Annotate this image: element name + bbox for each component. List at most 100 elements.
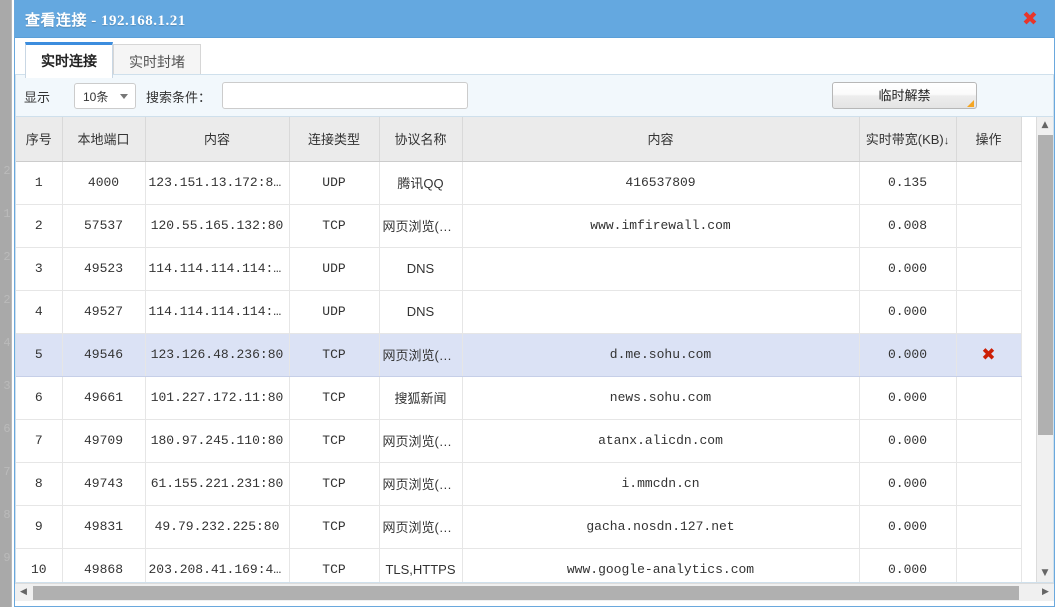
cell-protocol: DNS xyxy=(379,290,463,334)
column-header-conntype[interactable]: 连接类型 xyxy=(289,117,380,162)
table-row[interactable]: 10 49868 203.208.41.169:443 TCP TLS,HTTPS www… xyxy=(16,548,1022,582)
cell-action xyxy=(956,419,1022,463)
cell-seq: 8 xyxy=(16,462,63,506)
cell-content2: www.imfirewall.com xyxy=(462,204,860,248)
table-row[interactable]: 8 49743 61.155.221.231:80 TCP 网页浏览(H… i.mmcdn… xyxy=(16,462,1022,506)
cell-localport: 49661 xyxy=(62,376,146,420)
vertical-scrollbar[interactable]: ▲ ▼ xyxy=(1036,117,1053,582)
cell-action xyxy=(956,462,1022,506)
cell-content1: 114.114.114.114:53 xyxy=(145,290,290,334)
cell-conntype: UDP xyxy=(289,161,380,205)
cell-content1: 101.227.172.11:80 xyxy=(145,376,290,420)
page-size-value: 10条 xyxy=(83,90,109,104)
search-label: 搜索条件： xyxy=(146,90,212,105)
cell-content2: atanx.alicdn.com xyxy=(462,419,860,463)
cell-protocol: 搜狐新闻 xyxy=(379,376,463,420)
cell-conntype: TCP xyxy=(289,332,380,377)
temporary-unban-button[interactable]: 临时解禁 xyxy=(832,82,977,109)
cell-conntype: TCP xyxy=(289,376,380,420)
cell-content1: 120.55.165.132:80 xyxy=(145,204,290,248)
cell-content1: 61.155.221.231:80 xyxy=(145,462,290,506)
cell-bandwidth: 0.000 xyxy=(859,247,957,291)
scroll-up-icon[interactable]: ▲ xyxy=(1041,120,1049,130)
cell-action xyxy=(956,204,1022,248)
cell-content2: i.mmcdn.cn xyxy=(462,462,860,506)
cell-seq: 2 xyxy=(16,204,63,248)
cell-action xyxy=(956,161,1022,205)
column-header-protocol[interactable]: 协议名称 xyxy=(379,117,463,162)
cell-protocol: TLS,HTTPS xyxy=(379,548,463,582)
scroll-down-icon[interactable]: ▼ xyxy=(1041,568,1049,578)
table-row[interactable]: 2 57537 120.55.165.132:80 TCP 网页浏览(H… www.imf… xyxy=(16,204,1022,248)
cell-action xyxy=(956,376,1022,420)
table-row[interactable]: 5 49546 123.126.48.236:80 TCP 网页浏览(H… d.me.so… xyxy=(16,332,1022,377)
cell-conntype: UDP xyxy=(289,247,380,291)
tab-strip: 实时连接 实时封堵 xyxy=(15,38,1054,78)
close-icon[interactable]: ✖ xyxy=(1022,8,1038,30)
x-icon[interactable]: ✖ xyxy=(981,344,996,365)
cell-protocol: 腾讯QQ xyxy=(379,161,463,205)
cell-localport: 49743 xyxy=(62,462,146,506)
column-header-action[interactable]: 操作 xyxy=(956,117,1022,162)
table-row[interactable]: 9 49831 49.79.232.225:80 TCP 网页浏览(H… gacha.no… xyxy=(16,505,1022,549)
table-row[interactable]: 7 49709 180.97.245.110:80 TCP 网页浏览(H… atanx.a… xyxy=(16,419,1022,463)
tab-realtime-connections[interactable]: 实时连接 xyxy=(25,42,113,78)
cell-seq: 9 xyxy=(16,505,63,549)
cell-localport: 49831 xyxy=(62,505,146,549)
cell-content2 xyxy=(462,247,860,291)
resize-grip-icon xyxy=(967,100,974,107)
tab-label: 实时封堵 xyxy=(129,54,185,70)
cell-content1: 49.79.232.225:80 xyxy=(145,505,290,549)
show-label: 显示 xyxy=(24,90,51,105)
table-row[interactable]: 3 49523 114.114.114.114:53 UDP DNS 0.000 xyxy=(16,247,1022,291)
cell-protocol: 网页浏览(H… xyxy=(379,505,463,549)
cell-conntype: TCP xyxy=(289,505,380,549)
column-header-content-1[interactable]: 内容 xyxy=(145,117,290,162)
horizontal-scrollbar[interactable]: ◀ ▶ xyxy=(15,583,1054,601)
column-header-bandwidth-label: 实时带宽(KB) xyxy=(865,132,944,148)
table-row[interactable]: 6 49661 101.227.172.11:80 TCP 搜狐新闻 news.sohu.… xyxy=(16,376,1022,420)
column-header-bandwidth[interactable]: 实时带宽(KB)↓ xyxy=(859,117,957,162)
page-size-select[interactable]: 10条 xyxy=(74,83,136,109)
cell-protocol: DNS xyxy=(379,247,463,291)
view-connections-dialog: 查看连接 - 192.168.1.21 ✖ 实时连接 实时封堵 显示 10条 搜… xyxy=(14,0,1055,607)
background-scrollbar-strip[interactable] xyxy=(0,0,12,607)
cell-seq: 3 xyxy=(16,247,63,291)
cell-localport: 49546 xyxy=(62,332,146,377)
scroll-right-icon[interactable]: ▶ xyxy=(1042,587,1049,597)
cell-bandwidth: 0.000 xyxy=(859,290,957,334)
vertical-scrollbar-thumb[interactable] xyxy=(1038,135,1053,435)
table-row[interactable]: 1 4000 123.151.13.172:8000 UDP 腾讯QQ 416537809… xyxy=(16,161,1022,205)
tab-realtime-blocking[interactable]: 实时封堵 xyxy=(113,44,201,78)
table-row[interactable]: 4 49527 114.114.114.114:53 UDP DNS 0.000 xyxy=(16,290,1022,334)
cell-bandwidth: 0.135 xyxy=(859,161,957,205)
horizontal-scrollbar-thumb[interactable] xyxy=(33,586,1019,600)
column-header-seq[interactable]: 序号 xyxy=(16,117,63,162)
table-body: 1 4000 123.151.13.172:8000 UDP 腾讯QQ 416537809… xyxy=(16,161,1022,582)
temporary-unban-label: 临时解禁 xyxy=(878,88,931,103)
cell-localport: 49523 xyxy=(62,247,146,291)
cell-bandwidth: 0.000 xyxy=(859,332,957,377)
connections-grid: 序号 本地端口 内容 连接类型 协议名称 内容 实时带宽(KB)↓ 操作 1 40… xyxy=(15,116,1054,583)
cell-conntype: UDP xyxy=(289,290,380,334)
scroll-left-icon[interactable]: ◀ xyxy=(20,587,27,597)
cell-content2: 416537809 xyxy=(462,161,860,205)
cell-seq: 1 xyxy=(16,161,63,205)
cell-content2: gacha.nosdn.127.net xyxy=(462,505,860,549)
cell-bandwidth: 0.000 xyxy=(859,462,957,506)
cell-action xyxy=(956,247,1022,291)
cell-protocol: 网页浏览(H… xyxy=(379,204,463,248)
column-header-content-2[interactable]: 内容 xyxy=(462,117,860,162)
cell-seq: 5 xyxy=(16,332,63,377)
cell-localport: 49527 xyxy=(62,290,146,334)
cell-bandwidth: 0.000 xyxy=(859,548,957,582)
search-input[interactable] xyxy=(222,82,468,109)
block-connection-icon[interactable]: ✖ xyxy=(956,332,1022,377)
cell-conntype: TCP xyxy=(289,462,380,506)
table-header-row: 序号 本地端口 内容 连接类型 协议名称 内容 实时带宽(KB)↓ 操作 xyxy=(16,117,1022,162)
column-header-localport[interactable]: 本地端口 xyxy=(62,117,146,162)
dialog-titlebar: 查看连接 - 192.168.1.21 ✖ xyxy=(15,0,1054,38)
cell-content2: d.me.sohu.com xyxy=(462,332,860,377)
cell-localport: 4000 xyxy=(62,161,146,205)
